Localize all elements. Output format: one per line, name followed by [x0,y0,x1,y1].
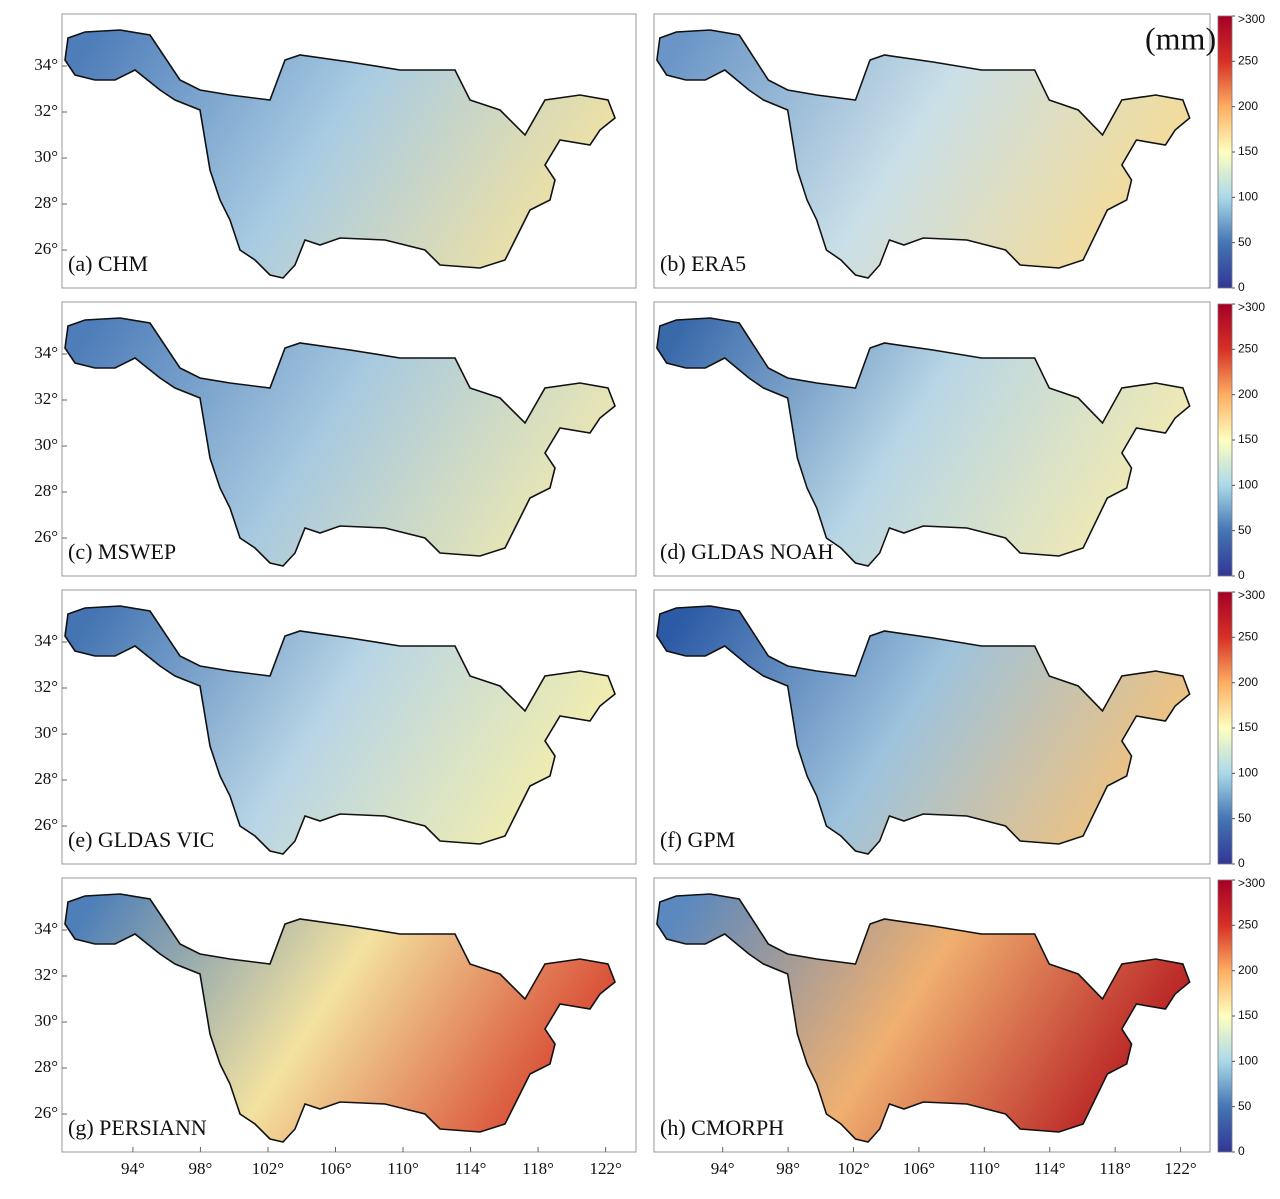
panel-label: (a) CHM [68,251,148,276]
lat-tick-label: 32° [34,677,58,696]
colorbar-tick-label: 100 [1238,478,1258,492]
colorbar [1217,879,1233,1153]
lon-tick-label: 98° [776,1159,800,1178]
colorbar-tick-label: 0 [1238,280,1245,294]
colorbar-tick-label: 150 [1238,720,1258,734]
lon-tick-label: 102° [837,1159,869,1178]
colorbar-tick-label: 0 [1238,568,1245,582]
colorbar-tick-label: >300 [1238,300,1265,314]
lon-tick-label: 106° [903,1159,935,1178]
unit-label: (mm) [1145,20,1216,56]
lat-tick-label: 34° [34,919,58,938]
colorbar-tick-label: 0 [1238,856,1245,870]
colorbar-tick-label: 0 [1238,1144,1245,1158]
lon-tick-label: 110° [387,1159,419,1178]
lon-tick-label: 122° [589,1159,621,1178]
colorbar-tick-label: 50 [1238,235,1252,249]
lat-tick-label: 26° [34,1103,58,1122]
lat-tick-label: 30° [34,1011,58,1030]
lon-tick-label: 118° [1099,1159,1131,1178]
panel-label: (f) GPM [660,827,735,852]
colorbar-tick-label: 250 [1238,918,1258,932]
colorbar [1217,15,1233,289]
lat-tick-label: 34° [34,343,58,362]
lat-tick-label: 26° [34,239,58,258]
colorbar [1217,303,1233,577]
panel-label: (c) MSWEP [68,539,176,564]
panel-label: (g) PERSIANN [68,1115,207,1140]
lon-tick-label: 118° [522,1159,554,1178]
panel-label: (d) GLDAS NOAH [660,539,834,564]
colorbar-tick-label: 150 [1238,432,1258,446]
lon-tick-label: 94° [121,1159,145,1178]
lon-tick-label: 102° [252,1159,284,1178]
lat-tick-label: 26° [34,527,58,546]
colorbar [1217,591,1233,865]
colorbar-tick-label: 250 [1238,630,1258,644]
colorbar-tick-label: 200 [1238,387,1258,401]
colorbar-tick-label: >300 [1238,12,1265,26]
panel-label: (h) CMORPH [660,1115,784,1140]
panel-label: (e) GLDAS VIC [68,827,214,852]
colorbar-tick-label: 100 [1238,190,1258,204]
lon-tick-label: 122° [1164,1159,1196,1178]
colorbar-tick-label: 100 [1238,1054,1258,1068]
colorbar-tick-label: 150 [1238,1008,1258,1022]
lat-tick-label: 34° [34,55,58,74]
lat-tick-label: 30° [34,723,58,742]
lat-tick-label: 28° [34,769,58,788]
colorbar-tick-label: 50 [1238,811,1252,825]
colorbar-tick-label: 200 [1238,963,1258,977]
lat-tick-label: 32° [34,389,58,408]
lon-tick-label: 94° [711,1159,735,1178]
lat-tick-label: 30° [34,147,58,166]
colorbar-tick-label: 100 [1238,766,1258,780]
colorbar-tick-label: 200 [1238,99,1258,113]
lat-tick-label: 30° [34,435,58,454]
lon-tick-label: 106° [319,1159,351,1178]
lat-tick-label: 28° [34,481,58,500]
lon-tick-label: 98° [189,1159,213,1178]
lon-tick-label: 114° [455,1159,487,1178]
colorbar-tick-label: 50 [1238,523,1252,537]
lat-tick-label: 26° [34,815,58,834]
colorbar-tick-label: 50 [1238,1099,1252,1113]
colorbar-tick-label: 250 [1238,54,1258,68]
colorbar-tick-label: 250 [1238,342,1258,356]
lon-tick-label: 114° [1034,1159,1066,1178]
lat-tick-label: 34° [34,631,58,650]
lat-tick-label: 32° [34,965,58,984]
colorbar-tick-label: 200 [1238,675,1258,689]
lon-tick-label: 110° [968,1159,1000,1178]
colorbar-tick-label: >300 [1238,588,1265,602]
colorbar-tick-label: 150 [1238,144,1258,158]
lat-tick-label: 28° [34,193,58,212]
lat-tick-label: 28° [34,1057,58,1076]
lat-tick-label: 32° [34,101,58,120]
colorbar-tick-label: >300 [1238,876,1265,890]
panel-label: (b) ERA5 [660,251,746,276]
